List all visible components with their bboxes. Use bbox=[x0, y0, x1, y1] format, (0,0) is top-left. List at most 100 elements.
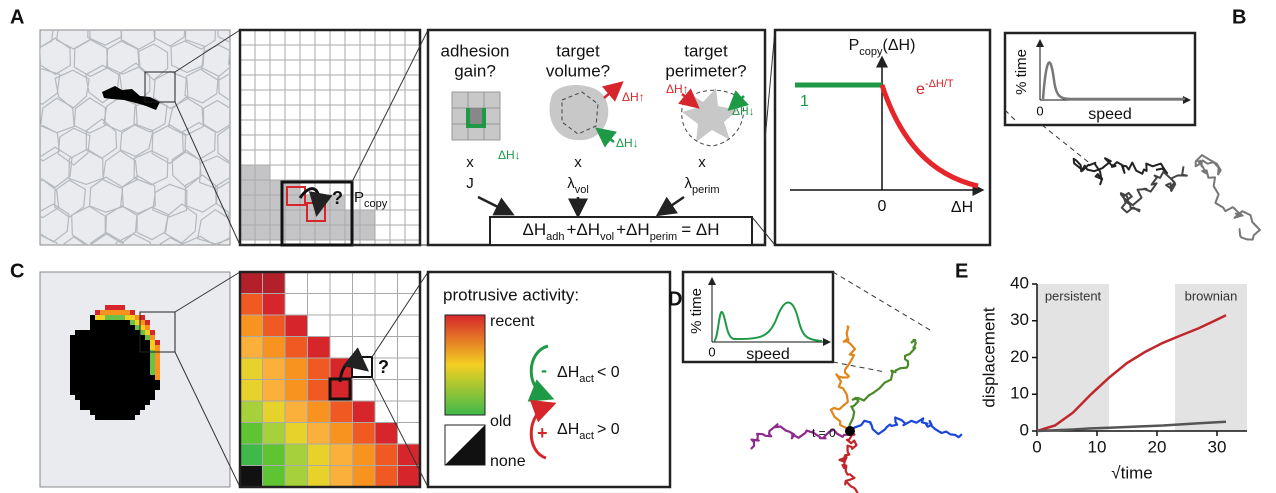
panel-label: A bbox=[10, 6, 24, 28]
text-part: (ΔH) bbox=[883, 37, 916, 54]
pixel bbox=[100, 385, 105, 390]
pixel bbox=[90, 315, 95, 320]
times: x bbox=[574, 154, 582, 171]
pixel bbox=[90, 370, 95, 375]
pixel bbox=[120, 405, 125, 410]
pixel bbox=[110, 395, 115, 400]
pixel bbox=[105, 305, 110, 310]
pixel bbox=[330, 401, 353, 423]
pixel bbox=[110, 350, 115, 355]
pixel bbox=[150, 380, 155, 385]
pixel bbox=[130, 330, 135, 335]
pixel bbox=[125, 320, 130, 325]
delta-h: ΔH↑ bbox=[622, 90, 645, 104]
pixel bbox=[263, 358, 286, 380]
pixel bbox=[115, 330, 120, 335]
pixel bbox=[140, 325, 145, 330]
pixel bbox=[140, 400, 145, 405]
pixel bbox=[150, 365, 155, 370]
page: Cellular Potts model figure html, body {… bbox=[0, 0, 1276, 493]
pixel bbox=[135, 395, 140, 400]
pixel bbox=[85, 400, 90, 405]
factor: J bbox=[466, 175, 474, 192]
y-tick-label: 10 bbox=[1010, 384, 1029, 403]
pixel bbox=[375, 466, 398, 488]
pixel bbox=[115, 385, 120, 390]
pixel bbox=[263, 272, 286, 294]
pixel bbox=[75, 330, 80, 335]
pixel bbox=[85, 375, 90, 380]
pixel bbox=[135, 340, 140, 345]
pixel bbox=[130, 350, 135, 355]
pixel bbox=[80, 385, 85, 390]
delta-h: ΔH↑ bbox=[666, 82, 689, 96]
panel-label: B bbox=[1232, 6, 1246, 28]
pixel bbox=[125, 355, 130, 360]
pixel bbox=[100, 350, 105, 355]
pixel bbox=[100, 380, 105, 385]
text-part: > 0 bbox=[597, 421, 620, 438]
pixel bbox=[285, 337, 308, 359]
pixel bbox=[263, 423, 286, 445]
pixel bbox=[130, 345, 135, 350]
pixel bbox=[330, 466, 353, 488]
text-part: act bbox=[579, 430, 594, 442]
pixel bbox=[240, 315, 263, 337]
pixel bbox=[125, 315, 130, 320]
pixel bbox=[105, 320, 110, 325]
question: ? bbox=[332, 188, 343, 208]
pixel bbox=[115, 375, 120, 380]
pixel bbox=[135, 315, 140, 320]
pixel bbox=[105, 345, 110, 350]
pixel bbox=[125, 380, 130, 385]
pixel bbox=[120, 315, 125, 320]
start-label: t = 0 bbox=[812, 426, 836, 440]
text-part: P bbox=[849, 37, 860, 54]
pixel bbox=[100, 390, 105, 395]
pixel bbox=[360, 210, 375, 225]
pixel bbox=[145, 355, 150, 360]
pixel bbox=[85, 390, 90, 395]
text-part: ΔH bbox=[557, 421, 579, 438]
pixel bbox=[130, 390, 135, 395]
pixel bbox=[135, 330, 140, 335]
panel-b: B % time 0 speed bbox=[1005, 6, 1260, 239]
pixel bbox=[70, 345, 75, 350]
pixel bbox=[130, 360, 135, 365]
pixel bbox=[80, 395, 85, 400]
pixel bbox=[240, 380, 263, 402]
pixel bbox=[100, 395, 105, 400]
x-axis-label: √time bbox=[1111, 463, 1152, 482]
pixel bbox=[120, 310, 125, 315]
pixel bbox=[140, 330, 145, 335]
pixel bbox=[155, 365, 160, 370]
pixel bbox=[80, 390, 85, 395]
pixel bbox=[140, 385, 145, 390]
pixel bbox=[110, 335, 115, 340]
pixel bbox=[308, 466, 331, 488]
pixel bbox=[285, 210, 300, 225]
pixel bbox=[145, 365, 150, 370]
pixel bbox=[135, 335, 140, 340]
pixel bbox=[105, 395, 110, 400]
pixel bbox=[240, 337, 263, 359]
pixel bbox=[70, 350, 75, 355]
pixel bbox=[125, 340, 130, 345]
pixel bbox=[240, 444, 263, 466]
pixel bbox=[145, 325, 150, 330]
pixel bbox=[155, 355, 160, 360]
text-part: ΔH bbox=[523, 220, 547, 239]
legend-title: protrusive activity: bbox=[443, 285, 579, 304]
pixel bbox=[100, 310, 105, 315]
pixel bbox=[135, 375, 140, 380]
pixel bbox=[145, 390, 150, 395]
pixel bbox=[120, 380, 125, 385]
pixel bbox=[308, 444, 331, 466]
pixel bbox=[125, 325, 130, 330]
pixel bbox=[353, 444, 376, 466]
pixel bbox=[240, 225, 255, 240]
text-part: < 0 bbox=[597, 364, 620, 381]
zoom-line bbox=[765, 30, 775, 140]
level: 1 bbox=[800, 93, 809, 110]
pixel bbox=[145, 360, 150, 365]
